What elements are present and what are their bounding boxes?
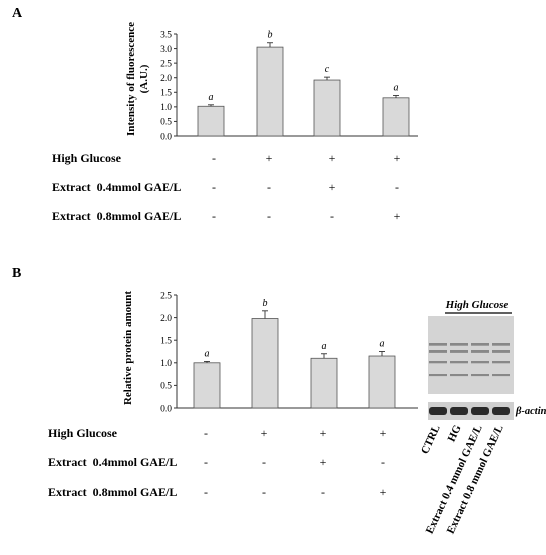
panel-a-treatment-cell: -	[395, 180, 399, 194]
panel-a-bar	[313, 79, 341, 137]
actin-bands	[429, 407, 510, 415]
blot-lane-label: CTRL	[419, 423, 443, 456]
panel-a-significance-label: c	[325, 64, 330, 75]
panel-b-bar	[310, 357, 338, 409]
blot-band	[471, 361, 489, 364]
panel-a-bar	[197, 105, 225, 137]
panel-b-treatment-label: Extract 0.4mmol GAE/L	[48, 455, 177, 469]
panel-b-ylabel: Relative protein amount	[122, 291, 134, 405]
blot-band	[429, 374, 447, 377]
blot-band	[450, 361, 468, 364]
actin-caption: β-actin	[515, 406, 546, 417]
panel-b-bar	[368, 355, 396, 409]
blot-band	[471, 343, 489, 346]
panel-a-chart: 0.0 0.5 1.0 1.5 2.0 2.5 3.0 3.5 a b c a	[160, 30, 418, 142]
panel-b-y-tick-label: 1.0	[160, 359, 172, 369]
panel-a-treatment-cell: +	[394, 209, 401, 223]
blot-band	[429, 350, 447, 353]
blot-band	[492, 374, 510, 377]
panel-a-y-tick-label: 0.0	[160, 132, 172, 142]
panel-b-y-tick-label: 1.5	[160, 337, 172, 347]
blot-membrane	[428, 316, 514, 394]
blot-band	[450, 343, 468, 346]
panel-a-y-tick-label: 0.5	[160, 118, 172, 128]
panel-b-treatment-cell: +	[320, 426, 327, 440]
panel-b-bar	[193, 362, 221, 409]
panel-b-significance-label: a	[322, 341, 327, 352]
panel-a-y-tick-label: 3.5	[160, 30, 172, 40]
blot-band	[471, 374, 489, 377]
panel-b-treatment-cell: -	[204, 485, 208, 499]
blot-header-label: High Glucose	[445, 299, 509, 311]
panel-a-significance-label: b	[268, 30, 273, 41]
panel-a-treatment-cell: +	[394, 151, 401, 165]
panel-b-letter: B	[12, 266, 21, 281]
panel-b-treatment-cell: -	[262, 485, 266, 499]
panel-a-y-tick-label: 1.5	[160, 89, 172, 99]
panel-a-y-tick-label: 3.0	[160, 45, 172, 55]
panel-a-letter: A	[12, 6, 23, 21]
panel-a-treatment-cell: -	[330, 209, 334, 223]
panel-b-bar	[251, 318, 279, 409]
panel-b-treatment-label: Extract 0.8mmol GAE/L	[48, 485, 177, 499]
panel-a-treatment-cell: -	[212, 209, 216, 223]
panel-a-ylabel-line1: Intensity of fluorescence	[125, 22, 137, 136]
panel-a-significance-label: a	[394, 82, 399, 93]
panel-a-treatment-cell: +	[266, 151, 273, 165]
panel-a-treatment-table: High Glucose - + + + Extract 0.4mmol GAE/L - - +…	[52, 151, 401, 223]
panel-b-y-tick-label: 0.0	[160, 404, 172, 414]
panel-a-ylabel-line2: (A.U.)	[138, 64, 150, 93]
blot-band	[492, 350, 510, 353]
panel-a-treatment-label: High Glucose	[52, 151, 122, 165]
panel-a-significance-label: a	[209, 92, 214, 103]
panel-b-y-tick-label: 2.5	[160, 291, 172, 301]
panel-a-treatment-cell: -	[267, 209, 271, 223]
panel-b-significance-label: a	[380, 339, 385, 350]
panel-b-treatment-table: High Glucose - + + + Extract 0.4mmol GAE/L - - +…	[48, 426, 387, 499]
panel-b-treatment-cell: -	[204, 426, 208, 440]
panel-b-treatment-cell: +	[261, 426, 268, 440]
panel-a-treatment-cell: -	[212, 151, 216, 165]
blot-band	[471, 350, 489, 353]
panel-a-y-tick-label: 2.5	[160, 59, 172, 69]
panel-b-chart: 0.0 0.5 1.0 1.5 2.0 2.5 a b a a	[160, 291, 418, 414]
blot-bands	[429, 343, 510, 377]
blot-band	[450, 350, 468, 353]
actin-band	[450, 407, 468, 415]
panel-a-treatment-cell: +	[329, 151, 336, 165]
panel-a-treatment-cell: -	[267, 180, 271, 194]
panel-b-y-tick-label: 0.5	[160, 382, 172, 392]
panel-b-treatment-cell: -	[204, 455, 208, 469]
blot-band	[429, 343, 447, 346]
blot-band	[492, 343, 510, 346]
panel-a-bar	[256, 46, 284, 137]
panel-b-treatment-cell: -	[381, 455, 385, 469]
panel-b-treatment-cell: -	[321, 485, 325, 499]
blot-lane-label: HG	[446, 423, 464, 444]
actin-band	[429, 407, 447, 415]
panel-a-treatment-label: Extract 0.8mmol GAE/L	[52, 209, 181, 223]
panel-a-y-tick-label: 1.0	[160, 103, 172, 113]
actin-band	[492, 407, 510, 415]
panel-a-treatment-label: Extract 0.4mmol GAE/L	[52, 180, 181, 194]
panel-b-treatment-cell: +	[380, 485, 387, 499]
panel-b-y-tick-label: 2.0	[160, 314, 172, 324]
panel-b-treatment-cell: +	[380, 426, 387, 440]
panel-b-significance-label: a	[205, 348, 210, 359]
panel-b-treatment-cell: +	[320, 455, 327, 469]
panel-b-treatment-label: High Glucose	[48, 426, 118, 440]
actin-band	[471, 407, 489, 415]
panel-b-significance-label: b	[263, 298, 268, 309]
panel-a-treatment-cell: -	[212, 180, 216, 194]
blot-band	[429, 361, 447, 364]
blot-band	[492, 361, 510, 364]
panel-b-treatment-cell: -	[262, 455, 266, 469]
blot-band	[450, 374, 468, 377]
panel-a-treatment-cell: +	[329, 180, 336, 194]
panel-a-y-tick-label: 2.0	[160, 74, 172, 84]
panel-a-bar	[382, 97, 410, 137]
